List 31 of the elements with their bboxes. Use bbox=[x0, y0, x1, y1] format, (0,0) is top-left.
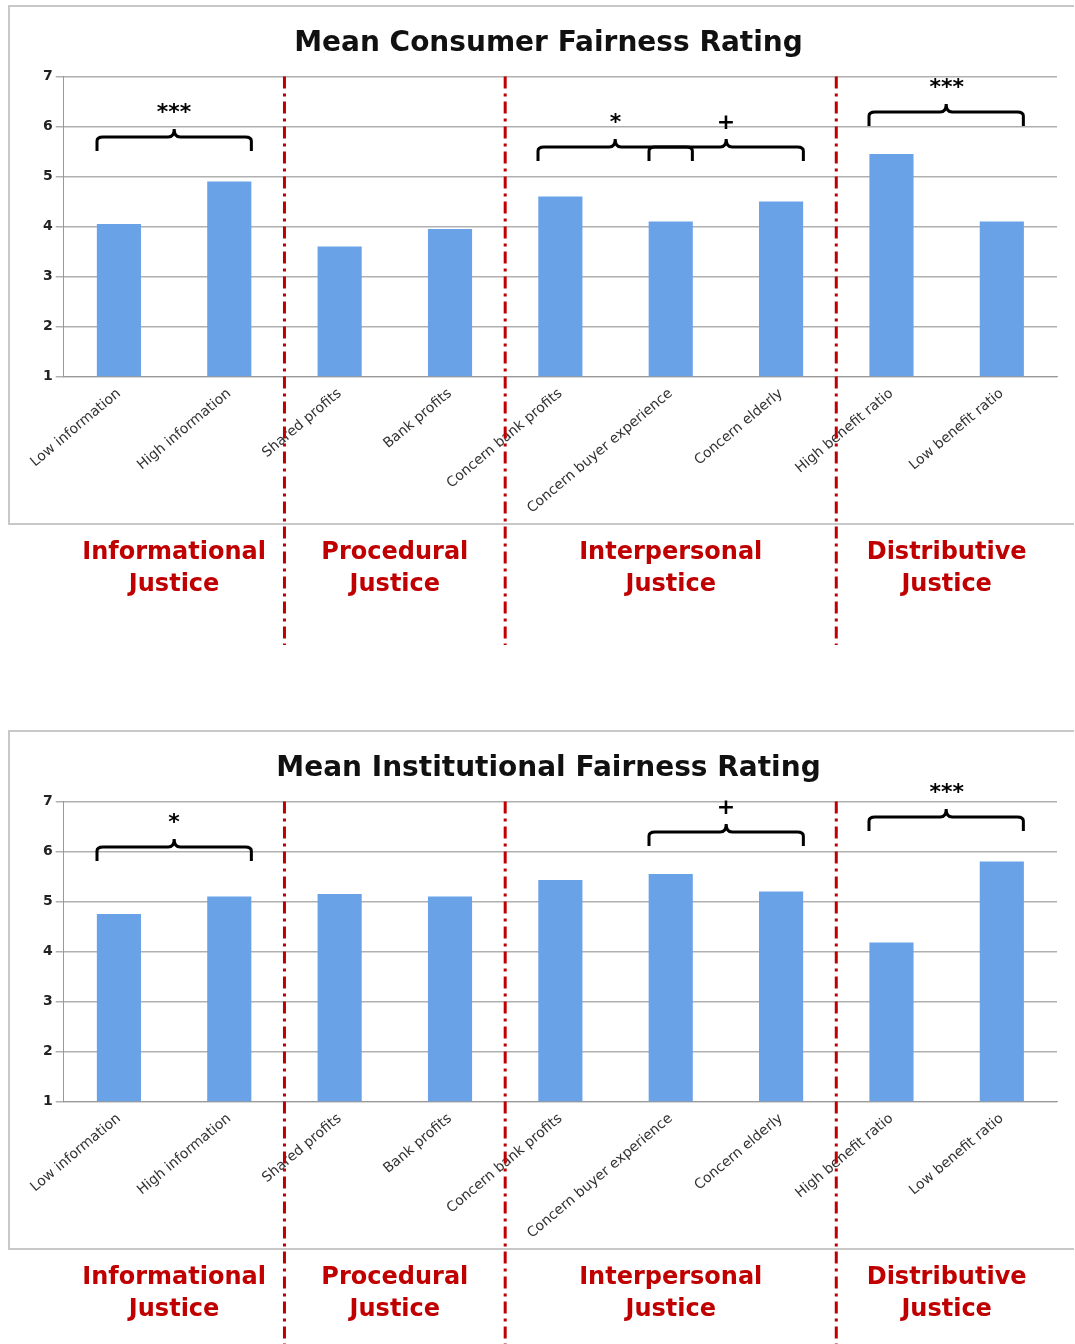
y-tick-label: 2 bbox=[42, 1042, 53, 1059]
annotation: * bbox=[609, 109, 622, 135]
y-tick-label: 7 bbox=[42, 67, 53, 84]
y-tick-label: 2 bbox=[42, 317, 53, 334]
annotation: + bbox=[716, 109, 736, 135]
text: Procedural Justice bbox=[321, 1262, 469, 1323]
annotation: *** bbox=[156, 99, 192, 125]
y-tick-label: 7 bbox=[42, 792, 53, 809]
y-tick-label: 1 bbox=[42, 366, 53, 383]
chart-title: Mean Consumer Fairness Rating bbox=[294, 25, 803, 59]
text: Distributive Justice bbox=[866, 537, 1027, 598]
annotation: *** bbox=[929, 779, 965, 805]
text: Interpersonal Justice bbox=[579, 1262, 763, 1323]
text: Informational Justice bbox=[82, 1262, 266, 1323]
annotation: *** bbox=[929, 74, 965, 100]
y-tick-label: 6 bbox=[42, 842, 53, 859]
y-tick-label: 4 bbox=[42, 942, 53, 959]
y-tick-label: 3 bbox=[42, 267, 53, 284]
y-tick-label: 1 bbox=[42, 1091, 53, 1108]
annotation: * bbox=[168, 809, 181, 835]
y-tick-label: 5 bbox=[42, 892, 53, 909]
y-tick-label: 4 bbox=[42, 217, 53, 234]
y-tick-label: 5 bbox=[42, 167, 53, 184]
y-tick-label: 6 bbox=[42, 117, 53, 134]
text: Procedural Justice bbox=[321, 537, 469, 598]
annotation: + bbox=[716, 794, 736, 820]
text: Informational Justice bbox=[82, 537, 266, 598]
chart-title: Mean Institutional Fairness Rating bbox=[276, 750, 821, 784]
text: Distributive Justice bbox=[866, 1262, 1027, 1323]
y-tick-label: 3 bbox=[42, 992, 53, 1009]
text: Interpersonal Justice bbox=[579, 537, 763, 598]
